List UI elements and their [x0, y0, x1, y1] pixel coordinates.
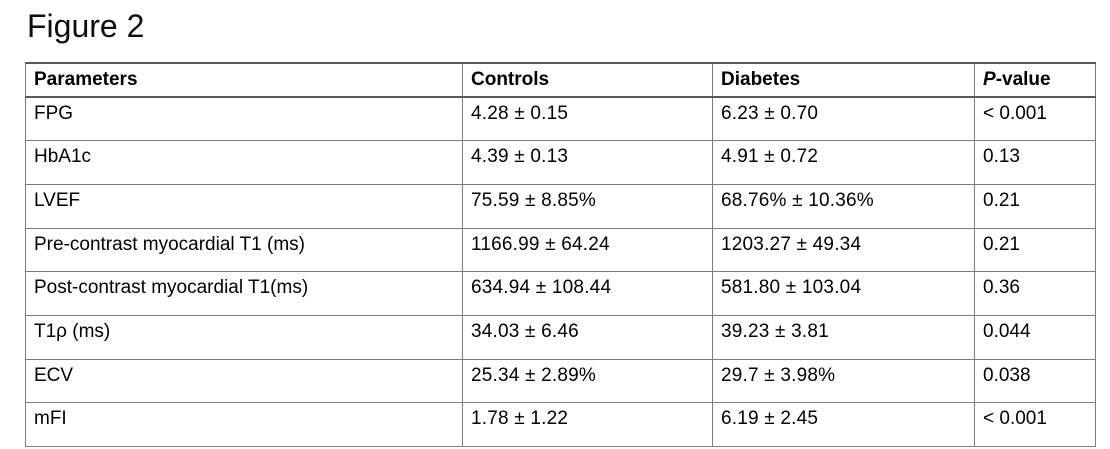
- cell-pvalue: 0.038: [974, 358, 1096, 404]
- results-table: Parameters Controls Diabetes P-value FPG…: [25, 62, 1096, 447]
- table-row: T1ρ (ms) 34.03 ± 6.46 39.23 ± 3.81 0.044: [25, 314, 1096, 360]
- column-header-controls: Controls: [462, 62, 713, 98]
- cell-pvalue: < 0.001: [974, 96, 1096, 142]
- column-header-diabetes: Diabetes: [712, 62, 975, 98]
- cell-controls-value: 634.94 ± 108.44: [462, 271, 713, 316]
- table-row: ECV 25.34 ± 2.89% 29.7 ± 3.98% 0.038: [25, 358, 1096, 404]
- cell-controls-value: 1.78 ± 1.22: [462, 402, 713, 447]
- cell-parameter: Post-contrast myocardial T1(ms): [25, 271, 463, 316]
- pvalue-header-rest: -value: [995, 69, 1051, 90]
- cell-pvalue: 0.044: [974, 314, 1096, 360]
- table-row: mFI 1.78 ± 1.22 6.19 ± 2.45 < 0.001: [25, 402, 1096, 447]
- figure-title: Figure 2: [27, 8, 145, 44]
- cell-controls-value: 34.03 ± 6.46: [462, 314, 713, 360]
- cell-diabetes-value: 1203.27 ± 49.34: [712, 227, 975, 273]
- cell-parameter: T1ρ (ms): [25, 314, 463, 360]
- table-row: LVEF 75.59 ± 8.85% 68.76% ± 10.36% 0.21: [25, 183, 1096, 229]
- table-header-row: Parameters Controls Diabetes P-value: [25, 62, 1096, 98]
- table-row: Post-contrast myocardial T1(ms) 634.94 ±…: [25, 271, 1096, 316]
- cell-controls-value: 75.59 ± 8.85%: [462, 183, 713, 229]
- table-row: FPG 4.28 ± 0.15 6.23 ± 0.70 < 0.001: [25, 96, 1096, 142]
- cell-diabetes-value: 39.23 ± 3.81: [712, 314, 975, 360]
- cell-controls-value: 25.34 ± 2.89%: [462, 358, 713, 404]
- cell-diabetes-value: 581.80 ± 103.04: [712, 271, 975, 316]
- cell-pvalue: 0.13: [974, 140, 1096, 185]
- cell-controls-value: 4.39 ± 0.13: [462, 140, 713, 185]
- cell-controls-value: 4.28 ± 0.15: [462, 96, 713, 142]
- cell-parameter: Pre-contrast myocardial T1 (ms): [25, 227, 463, 273]
- cell-pvalue: < 0.001: [974, 402, 1096, 447]
- table-row: Pre-contrast myocardial T1 (ms) 1166.99 …: [25, 227, 1096, 273]
- cell-pvalue: 0.21: [974, 183, 1096, 229]
- cell-diabetes-value: 29.7 ± 3.98%: [712, 358, 975, 404]
- cell-parameter: FPG: [25, 96, 463, 142]
- cell-parameter: HbA1c: [25, 140, 463, 185]
- pvalue-header-italic-p: P: [983, 69, 996, 90]
- cell-diabetes-value: 68.76% ± 10.36%: [712, 183, 975, 229]
- cell-pvalue: 0.36: [974, 271, 1096, 316]
- cell-parameter: mFI: [25, 402, 463, 447]
- cell-diabetes-value: 6.19 ± 2.45: [712, 402, 975, 447]
- cell-controls-value: 1166.99 ± 64.24: [462, 227, 713, 273]
- column-header-parameters: Parameters: [25, 62, 463, 98]
- cell-pvalue: 0.21: [974, 227, 1096, 273]
- cell-parameter: ECV: [25, 358, 463, 404]
- table-row: HbA1c 4.39 ± 0.13 4.91 ± 0.72 0.13: [25, 140, 1096, 185]
- cell-diabetes-value: 6.23 ± 0.70: [712, 96, 975, 142]
- column-header-pvalue: P-value: [974, 62, 1096, 98]
- cell-parameter: LVEF: [25, 183, 463, 229]
- cell-diabetes-value: 4.91 ± 0.72: [712, 140, 975, 185]
